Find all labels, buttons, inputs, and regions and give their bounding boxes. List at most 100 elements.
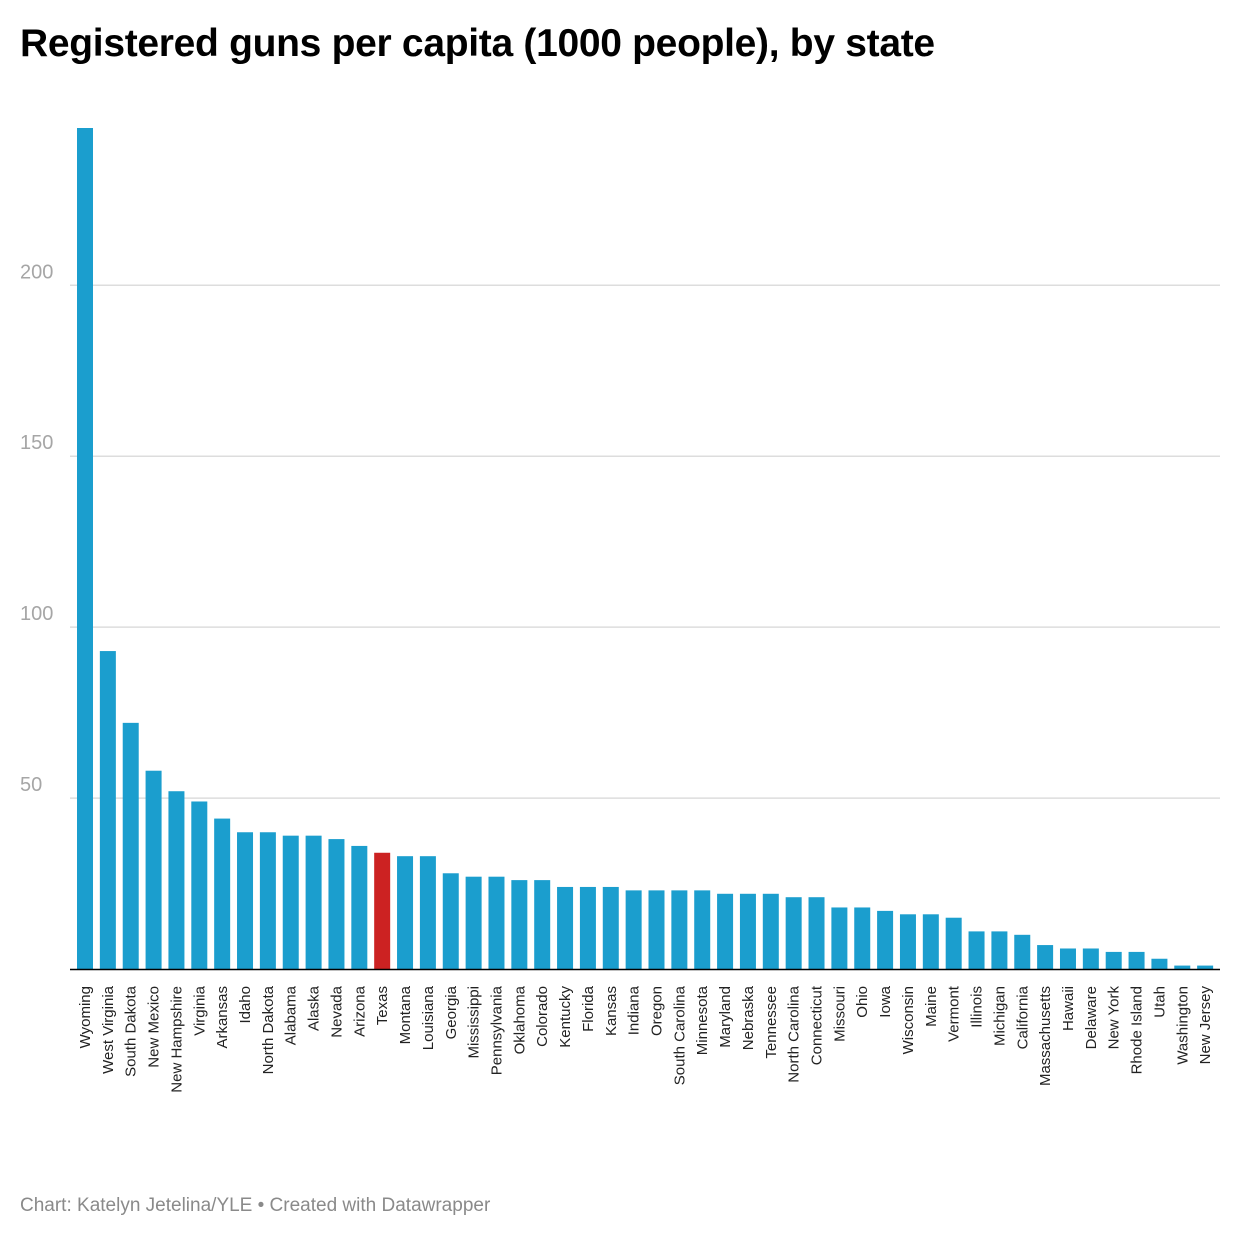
bar-ohio xyxy=(854,907,871,969)
x-tick-label-kentucky: Kentucky xyxy=(557,986,574,1048)
bar-south-carolina xyxy=(671,890,688,969)
x-tick-label-colorado: Colorado xyxy=(534,986,551,1047)
x-tick-label-new-york: New York xyxy=(1106,986,1123,1050)
bar-illinois xyxy=(968,931,985,969)
y-tick-label: 50 xyxy=(20,774,42,796)
bar-rhode-island xyxy=(1128,951,1145,969)
chart-title: Registered guns per capita (1000 people)… xyxy=(20,22,935,65)
x-tick-label-wyoming: Wyoming xyxy=(77,986,94,1048)
bar-kansas xyxy=(602,886,619,969)
bar-pennsylvania xyxy=(488,876,505,969)
bar-colorado xyxy=(534,880,551,969)
x-tick-label-rhode-island: Rhode Island xyxy=(1129,986,1146,1074)
x-tick-label-ohio: Ohio xyxy=(854,986,871,1018)
bar-nebraska xyxy=(739,893,756,969)
x-tick-label-north-dakota: North Dakota xyxy=(260,985,277,1074)
bar-idaho xyxy=(237,832,254,969)
x-tick-label-north-carolina: North Carolina xyxy=(786,985,803,1082)
x-tick-label-arizona: Arizona xyxy=(351,985,368,1037)
x-tick-label-nebraska: Nebraska xyxy=(740,985,757,1050)
bar-massachusetts xyxy=(1037,945,1054,969)
bar-nevada xyxy=(328,839,345,969)
bar-connecticut xyxy=(808,897,825,969)
x-tick-label-south-dakota: South Dakota xyxy=(123,985,140,1077)
y-tick-label: 200 xyxy=(20,261,53,283)
x-tick-label-massachusetts: Massachusetts xyxy=(1037,986,1054,1086)
bar-louisiana xyxy=(419,856,436,969)
bar-indiana xyxy=(625,890,642,969)
bar-arkansas xyxy=(214,818,231,969)
x-tick-label-hawaii: Hawaii xyxy=(1060,986,1077,1031)
bar-michigan xyxy=(991,931,1008,969)
x-tick-label-new-jersey: New Jersey xyxy=(1197,986,1214,1065)
bar-north-dakota xyxy=(259,832,276,969)
bar-california xyxy=(1014,934,1031,969)
bar-hawaii xyxy=(1059,948,1076,969)
bar-wyoming xyxy=(77,128,93,969)
x-tick-label-minnesota: Minnesota xyxy=(694,985,711,1055)
x-tick-label-washington: Washington xyxy=(1174,986,1191,1065)
x-tick-label-vermont: Vermont xyxy=(946,985,963,1042)
x-tick-label-nevada: Nevada xyxy=(328,985,345,1037)
y-tick-label: 150 xyxy=(20,432,53,454)
x-tick-label-new-mexico: New Mexico xyxy=(146,986,163,1068)
bar-delaware xyxy=(1082,948,1099,969)
bar-north-carolina xyxy=(785,897,802,969)
x-tick-label-maryland: Maryland xyxy=(717,986,734,1048)
bar-minnesota xyxy=(694,890,711,969)
x-tick-label-texas: Texas xyxy=(374,986,391,1025)
bar-new-jersey xyxy=(1197,965,1214,969)
bar-alabama xyxy=(282,835,299,969)
x-tick-label-iowa: Iowa xyxy=(877,985,894,1017)
bar-alaska xyxy=(305,835,322,969)
bar-washington xyxy=(1174,965,1191,969)
bar-vermont xyxy=(945,917,962,969)
x-tick-label-virginia: Virginia xyxy=(191,985,208,1035)
bar-oregon xyxy=(648,890,665,969)
x-tick-label-louisiana: Louisiana xyxy=(420,985,437,1050)
x-tick-label-utah: Utah xyxy=(1151,986,1168,1018)
x-tick-label-georgia: Georgia xyxy=(443,985,460,1039)
x-tick-label-alaska: Alaska xyxy=(306,985,323,1031)
bar-new-mexico xyxy=(145,770,162,969)
x-tick-label-delaware: Delaware xyxy=(1083,986,1100,1049)
bar-arizona xyxy=(351,845,368,969)
bar-georgia xyxy=(442,873,459,969)
x-tick-label-oklahoma: Oklahoma xyxy=(511,985,528,1054)
x-tick-label-idaho: Idaho xyxy=(237,986,254,1024)
x-tick-label-tennessee: Tennessee xyxy=(763,986,780,1059)
x-tick-label-kansas: Kansas xyxy=(603,986,620,1036)
x-tick-label-missouri: Missouri xyxy=(831,986,848,1042)
bar-mississippi xyxy=(465,876,482,969)
bar-maine xyxy=(922,914,939,969)
x-tick-label-michigan: Michigan xyxy=(991,986,1008,1046)
bar-missouri xyxy=(831,907,848,969)
bar-new-hampshire xyxy=(168,791,185,969)
bar-west-virginia xyxy=(99,651,116,969)
bar-oklahoma xyxy=(511,880,528,969)
bar-wisconsin xyxy=(899,914,916,969)
x-tick-label-florida: Florida xyxy=(580,985,597,1032)
bar-utah xyxy=(1151,958,1168,969)
x-tick-label-illinois: Illinois xyxy=(969,986,986,1028)
x-tick-label-maine: Maine xyxy=(923,986,940,1027)
bar-texas xyxy=(374,852,391,969)
bar-kentucky xyxy=(557,886,574,969)
bar-new-york xyxy=(1105,951,1122,969)
bars xyxy=(77,128,1214,969)
x-tick-label-alabama: Alabama xyxy=(283,985,300,1045)
x-tick-labels: Wyoming West Virginia South Dakota New Mexi… xyxy=(77,985,1214,1093)
x-tick-label-mississippi: Mississippi xyxy=(466,986,483,1059)
bar-south-dakota xyxy=(122,722,139,969)
x-tick-label-west-virginia: West Virginia xyxy=(100,985,117,1073)
x-tick-label-wisconsin: Wisconsin xyxy=(900,986,917,1054)
bar-florida xyxy=(579,886,596,969)
x-tick-label-indiana: Indiana xyxy=(626,985,643,1035)
y-tick-label: 100 xyxy=(20,603,53,625)
grid-lines: 50 100 150 200 xyxy=(20,261,1220,799)
x-tick-label-arkansas: Arkansas xyxy=(214,986,231,1049)
x-tick-label-oregon: Oregon xyxy=(649,986,666,1036)
bar-virginia xyxy=(191,801,208,969)
x-tick-label-connecticut: Connecticut xyxy=(809,985,826,1065)
